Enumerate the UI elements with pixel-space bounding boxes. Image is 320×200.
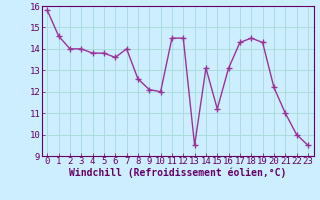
X-axis label: Windchill (Refroidissement éolien,°C): Windchill (Refroidissement éolien,°C)	[69, 168, 286, 178]
